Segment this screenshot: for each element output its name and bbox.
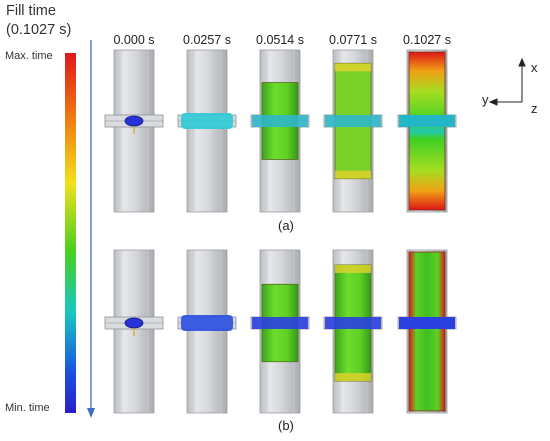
panel-b-4-flange-melt <box>325 317 381 329</box>
legend-title: Fill time (0.1027 s) <box>6 2 71 40</box>
axis-indicator <box>488 57 526 106</box>
axis-y-label: y <box>482 92 489 107</box>
min-time-label: Min. time <box>5 402 50 414</box>
panel-a-2-pipe <box>186 49 228 213</box>
time-step-4: 0.0771 s <box>329 33 377 47</box>
panel-a-2-melt <box>181 113 233 129</box>
panel-a-5-melt <box>408 51 446 211</box>
panel-b-5-melt <box>408 251 446 412</box>
panel-b-2-pipe <box>186 249 228 414</box>
axis-x-label: x <box>531 60 538 75</box>
panel-a-5-flange-melt <box>399 115 455 127</box>
panel-b-2-melt <box>181 315 233 331</box>
panel-a-4-front-top <box>335 63 371 72</box>
panel-a-4-flange-melt <box>325 115 381 127</box>
panel-a-1-melt <box>124 115 144 127</box>
time-step-2: 0.0257 s <box>183 33 231 47</box>
time-step-1: 0.000 s <box>113 33 155 47</box>
time-step-5: 0.1027 s <box>403 33 451 47</box>
panel-b-4-front-bottom <box>335 373 371 382</box>
panel-a-4-front-bottom <box>335 170 371 179</box>
panel-b-4-front-top <box>335 264 371 273</box>
panel-b-1-melt <box>124 317 144 329</box>
caption-b: (b) <box>278 418 294 433</box>
legend-title-line2: (0.1027 s) <box>6 22 72 38</box>
panel-a-3-flange-melt <box>252 115 308 127</box>
colorbar <box>65 53 76 413</box>
legend-title-line1: Fill time <box>6 3 56 19</box>
caption-a: (a) <box>278 218 294 233</box>
axis-z-label: z <box>531 101 538 116</box>
panel-b-5-flange-melt <box>399 317 455 329</box>
time-step-3: 0.0514 s <box>256 33 304 47</box>
panel-b-3-flange-melt <box>252 317 308 329</box>
max-time-label: Max. time <box>5 50 53 62</box>
time-arrow-head <box>87 408 95 418</box>
